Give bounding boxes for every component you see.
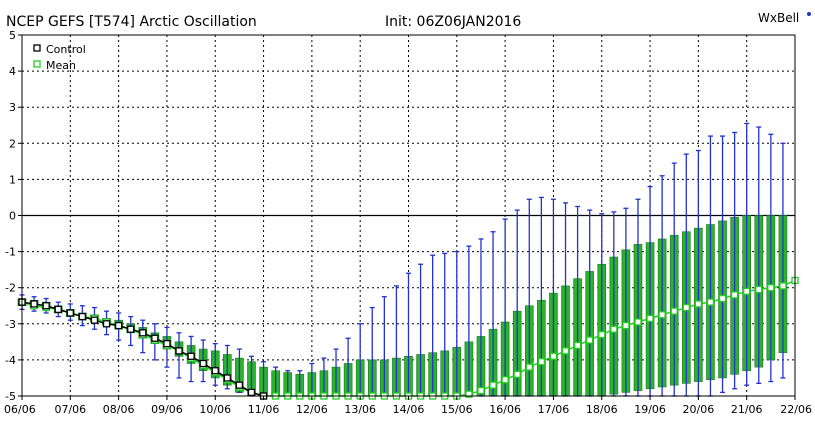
x-axis-ticks: 06/06 07/06 08/06 09/06 10/06 11/06 12/06 13/06…: [4, 396, 812, 416]
y-tick-label: 2: [9, 137, 16, 150]
x-tick-label: 12/06: [296, 403, 328, 416]
series-marker: [561, 347, 570, 355]
x-tick-label: 17/06: [538, 403, 570, 416]
legend-control-label: Control: [46, 43, 86, 56]
series-marker: [634, 318, 642, 326]
x-tick-label: 19/06: [634, 403, 666, 416]
series-marker: [102, 320, 111, 328]
series-marker: [199, 359, 207, 368]
brand-logo: WxBell: [758, 11, 799, 25]
series-marker: [163, 340, 171, 348]
series-marker: [175, 347, 183, 355]
series-marker: [573, 341, 582, 350]
series-marker: [743, 287, 751, 295]
series-marker: [139, 329, 147, 337]
x-tick-label: 09/06: [151, 403, 183, 416]
series-marker: [694, 300, 703, 308]
series-marker: [658, 311, 666, 319]
x-tick-label: 13/06: [344, 403, 376, 416]
series-marker: [54, 305, 62, 314]
series-marker: [622, 321, 630, 330]
legend-mean-marker: [33, 60, 41, 68]
y-tick-label: -2: [5, 282, 16, 295]
x-tick-label: 15/06: [441, 403, 473, 416]
series-marker: [489, 381, 497, 389]
series-marker: [211, 367, 219, 375]
series-marker: [537, 358, 546, 366]
x-tick-label: 14/06: [393, 403, 425, 416]
series-marker: [549, 352, 558, 360]
series-marker: [755, 285, 763, 294]
series-marker: [42, 302, 50, 310]
series-marker: [598, 330, 606, 339]
series-marker: [247, 388, 256, 397]
x-tick-label: 16/06: [489, 403, 521, 416]
series-marker: [646, 314, 654, 323]
series-marker: [586, 336, 594, 344]
x-tick-label: 07/06: [54, 403, 86, 416]
y-tick-label: 5: [9, 29, 16, 42]
x-tick-label: 20/06: [683, 403, 715, 416]
init-label: Init: 06Z06JAN2016: [385, 14, 521, 30]
x-tick-label: 08/06: [103, 403, 135, 416]
y-tick-label: 4: [9, 65, 16, 78]
brand-dot-icon: [807, 12, 811, 16]
series-marker: [114, 321, 123, 330]
series-marker: [730, 291, 739, 299]
series-marker: [127, 325, 135, 333]
plot-frame: [21, 34, 796, 397]
series-marker: [30, 300, 38, 308]
y-tick-label: 3: [9, 101, 16, 114]
x-tick-label: 18/06: [586, 403, 618, 416]
series-marker: [525, 363, 533, 371]
series-marker: [78, 312, 87, 321]
ensemble-spread-boxes: [17, 215, 788, 397]
series-marker: [223, 374, 231, 382]
y-tick-label: -5: [5, 390, 16, 403]
series-marker: [151, 334, 159, 342]
series-marker: [767, 284, 775, 292]
x-tick-label: 11/06: [248, 403, 280, 416]
y-tick-label: -1: [5, 246, 16, 259]
series-marker: [66, 309, 74, 317]
legend-mean-label: Mean: [46, 59, 76, 72]
chart-title: NCEP GEFS [T574] Arctic Oscillation: [6, 14, 257, 30]
legend: Control Mean: [33, 43, 86, 72]
x-tick-label: 22/06: [780, 403, 812, 416]
series-marker: [513, 370, 521, 378]
legend-control-marker: [33, 44, 41, 52]
series-marker: [235, 381, 244, 389]
series-marker: [90, 316, 99, 324]
series-marker: [187, 352, 195, 360]
x-tick-label: 10/06: [199, 403, 231, 416]
control-series: [18, 298, 268, 400]
y-tick-label: -3: [5, 318, 16, 331]
series-marker: [682, 303, 690, 312]
x-tick-label: 06/06: [4, 403, 36, 416]
series-marker: [610, 325, 618, 333]
y-tick-label: -4: [5, 354, 16, 367]
series-marker: [465, 390, 473, 398]
y-tick-label: 1: [9, 173, 16, 186]
series-marker: [779, 282, 787, 290]
series-marker: [477, 386, 485, 395]
y-tick-label: 0: [9, 210, 16, 223]
y-axis-ticks: 5 4 3 2 1 0 -1 -2 -3 -4 -5: [5, 29, 22, 403]
series-marker: [706, 298, 715, 306]
series-marker: [670, 307, 678, 315]
series-marker: [501, 376, 509, 384]
x-tick-label: 21/06: [731, 403, 763, 416]
series-marker: [718, 294, 727, 303]
